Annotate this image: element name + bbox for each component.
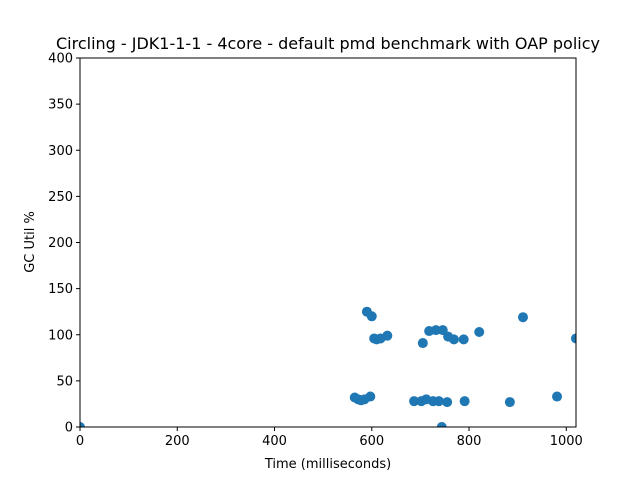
y-tick-label: 200 xyxy=(48,236,73,251)
data-point xyxy=(433,396,444,407)
data-point xyxy=(436,422,447,427)
data-point xyxy=(365,391,376,402)
data-point xyxy=(458,334,469,345)
data-point xyxy=(382,330,393,341)
x-tick-label: 800 xyxy=(457,434,482,449)
y-tick-label: 0 xyxy=(65,421,73,436)
y-tick-label: 400 xyxy=(48,52,73,67)
data-point xyxy=(552,391,563,402)
x-axis: 0 200 400 600 800 1000 xyxy=(76,427,583,449)
y-tick-label: 150 xyxy=(48,282,73,297)
data-point xyxy=(448,334,459,345)
data-point xyxy=(417,338,428,349)
y-axis: 0 50 100 150 200 250 300 350 400 xyxy=(48,52,80,436)
y-tick-label: 50 xyxy=(56,374,73,389)
x-tick-label: 200 xyxy=(165,434,190,449)
x-tick-label: 1000 xyxy=(550,434,583,449)
chart-title: Circling - JDK1-1-1 - 4core - default pm… xyxy=(56,34,600,53)
data-point xyxy=(442,397,453,408)
y-tick-label: 250 xyxy=(48,190,73,205)
data-point xyxy=(571,333,576,344)
data-point xyxy=(504,397,515,408)
data-point xyxy=(409,396,420,407)
y-axis-label: GC Util % xyxy=(23,211,38,273)
x-tick-label: 0 xyxy=(76,434,84,449)
y-tick-label: 300 xyxy=(48,144,73,159)
x-tick-label: 400 xyxy=(262,434,287,449)
data-point xyxy=(517,312,528,323)
y-tick-label: 350 xyxy=(48,98,73,113)
data-point xyxy=(366,311,377,322)
data-point xyxy=(474,326,485,337)
x-axis-label: Time (milliseconds) xyxy=(264,457,391,472)
data-point xyxy=(459,396,470,407)
axes-frame xyxy=(79,57,577,428)
plot-area xyxy=(80,306,576,427)
x-tick-label: 600 xyxy=(359,434,384,449)
data-point xyxy=(80,422,85,427)
y-tick-label: 100 xyxy=(48,328,73,343)
